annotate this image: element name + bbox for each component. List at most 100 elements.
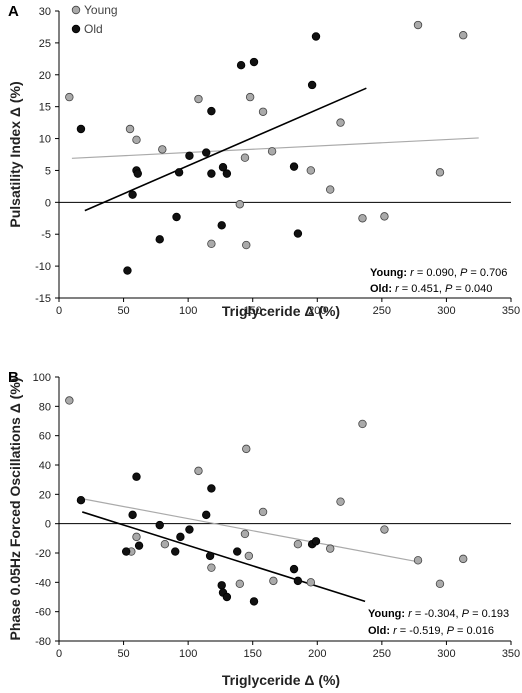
point-old [132, 472, 141, 481]
panel-b: B 0 50 100 150 200 250 300 350 -80 -60 -40 -20 0 20 40 6… [7, 369, 520, 688]
point-young [242, 444, 251, 454]
point-young [207, 563, 216, 572]
point-young [306, 166, 316, 175]
point-young [240, 529, 250, 539]
point-old [289, 564, 299, 574]
point-old [133, 169, 142, 178]
stat-value: Young: [368, 608, 405, 620]
stat-value: Young: [370, 267, 407, 279]
point-old [205, 551, 215, 561]
stat-value: Old: [368, 625, 390, 637]
point-old [222, 592, 232, 602]
point-old [128, 190, 137, 199]
point-old [207, 169, 216, 178]
point-old [249, 57, 259, 67]
stat-text: = [454, 625, 467, 637]
point-old [185, 151, 194, 160]
point-old [155, 235, 164, 244]
y-tick-label: 60 [39, 431, 51, 443]
y-tick-label: 5 [45, 165, 51, 177]
point-young [160, 540, 170, 549]
stat-text: = [467, 267, 480, 279]
point-young [258, 507, 268, 517]
point-old [289, 162, 299, 171]
point-young [65, 92, 74, 102]
panel-letter: A [8, 3, 19, 20]
stat-text: = [414, 267, 427, 279]
stat-text: , [439, 283, 445, 295]
point-old [311, 32, 321, 41]
x-tick-label: 150 [244, 648, 262, 660]
point-young [435, 168, 445, 177]
stat-text: = [469, 608, 482, 620]
point-old [217, 221, 226, 230]
point-old [128, 510, 137, 520]
point-young [244, 551, 254, 561]
point-old [307, 80, 317, 90]
y-axis-title: Phase 0.05Hz Forced Oscillations Δ (%) [7, 378, 23, 641]
y-tick-label: -10 [35, 261, 51, 273]
stat-young: Young: r = -0.304, P = 0.193 [368, 608, 509, 620]
x-tick-label: 200 [308, 648, 326, 660]
point-old [171, 547, 180, 556]
point-young [380, 212, 389, 221]
point-young [380, 525, 389, 534]
point-young [336, 497, 345, 506]
stat-text: r [410, 267, 415, 279]
point-old [236, 61, 246, 70]
stat-value: -0.519 [409, 625, 440, 637]
y-tick-label: 15 [39, 102, 51, 114]
point-young [132, 532, 141, 542]
stat-old: Old: r = 0.451, P = 0.040 [370, 283, 492, 295]
legend-label-old: Old [84, 22, 103, 36]
point-young [235, 579, 244, 588]
stat-value: 0.706 [480, 267, 508, 279]
point-young [132, 135, 141, 145]
x-tick-label: 300 [437, 305, 455, 317]
point-young [245, 92, 255, 102]
stat-value: 0.040 [465, 283, 493, 295]
stat-text: P [447, 625, 455, 637]
y-axis-title: Pulsatility Index Δ (%) [7, 81, 23, 227]
point-young [326, 185, 335, 194]
point-young [65, 396, 74, 405]
x-tick-label: 50 [117, 648, 129, 660]
stat-old: Old: r = -0.519, P = 0.016 [368, 625, 494, 637]
y-tick-label: -80 [35, 636, 51, 648]
fit-line-young [82, 498, 419, 563]
point-young [413, 20, 423, 30]
y-tick-label: 0 [45, 197, 51, 209]
x-tick-label: 0 [56, 648, 62, 660]
y-tick-label: 0 [45, 519, 51, 531]
y-tick-label: -40 [35, 577, 51, 589]
point-old [76, 124, 86, 134]
y-tick-label: 100 [33, 372, 51, 384]
point-old [207, 106, 216, 116]
stat-text: , [456, 608, 462, 620]
y-tick-label: -60 [35, 607, 51, 619]
stat-value: -0.304 [424, 608, 455, 620]
point-old [123, 266, 132, 275]
point-old [217, 581, 226, 590]
point-young [242, 240, 251, 250]
point-old [176, 532, 185, 542]
point-old [172, 212, 181, 222]
x-tick-label: 250 [373, 648, 391, 660]
legend-label-young: Young [84, 3, 118, 17]
x-tick-label: 100 [179, 305, 197, 317]
point-young [435, 579, 445, 588]
legend-marker-young [71, 5, 81, 15]
x-axis-title: Triglyceride Δ (%) [222, 303, 340, 319]
stat-value: 0.193 [482, 608, 510, 620]
fit-line-old [82, 511, 366, 603]
stat-text: r [408, 608, 413, 620]
y-tick-label: 80 [39, 401, 51, 413]
x-tick-label: 200 [308, 305, 326, 317]
stat-text: P [462, 608, 470, 620]
x-tick-label: 300 [437, 648, 455, 660]
point-old [218, 163, 228, 172]
point-young [413, 556, 423, 565]
point-young [306, 578, 316, 587]
x-tick-label: 50 [117, 305, 129, 317]
